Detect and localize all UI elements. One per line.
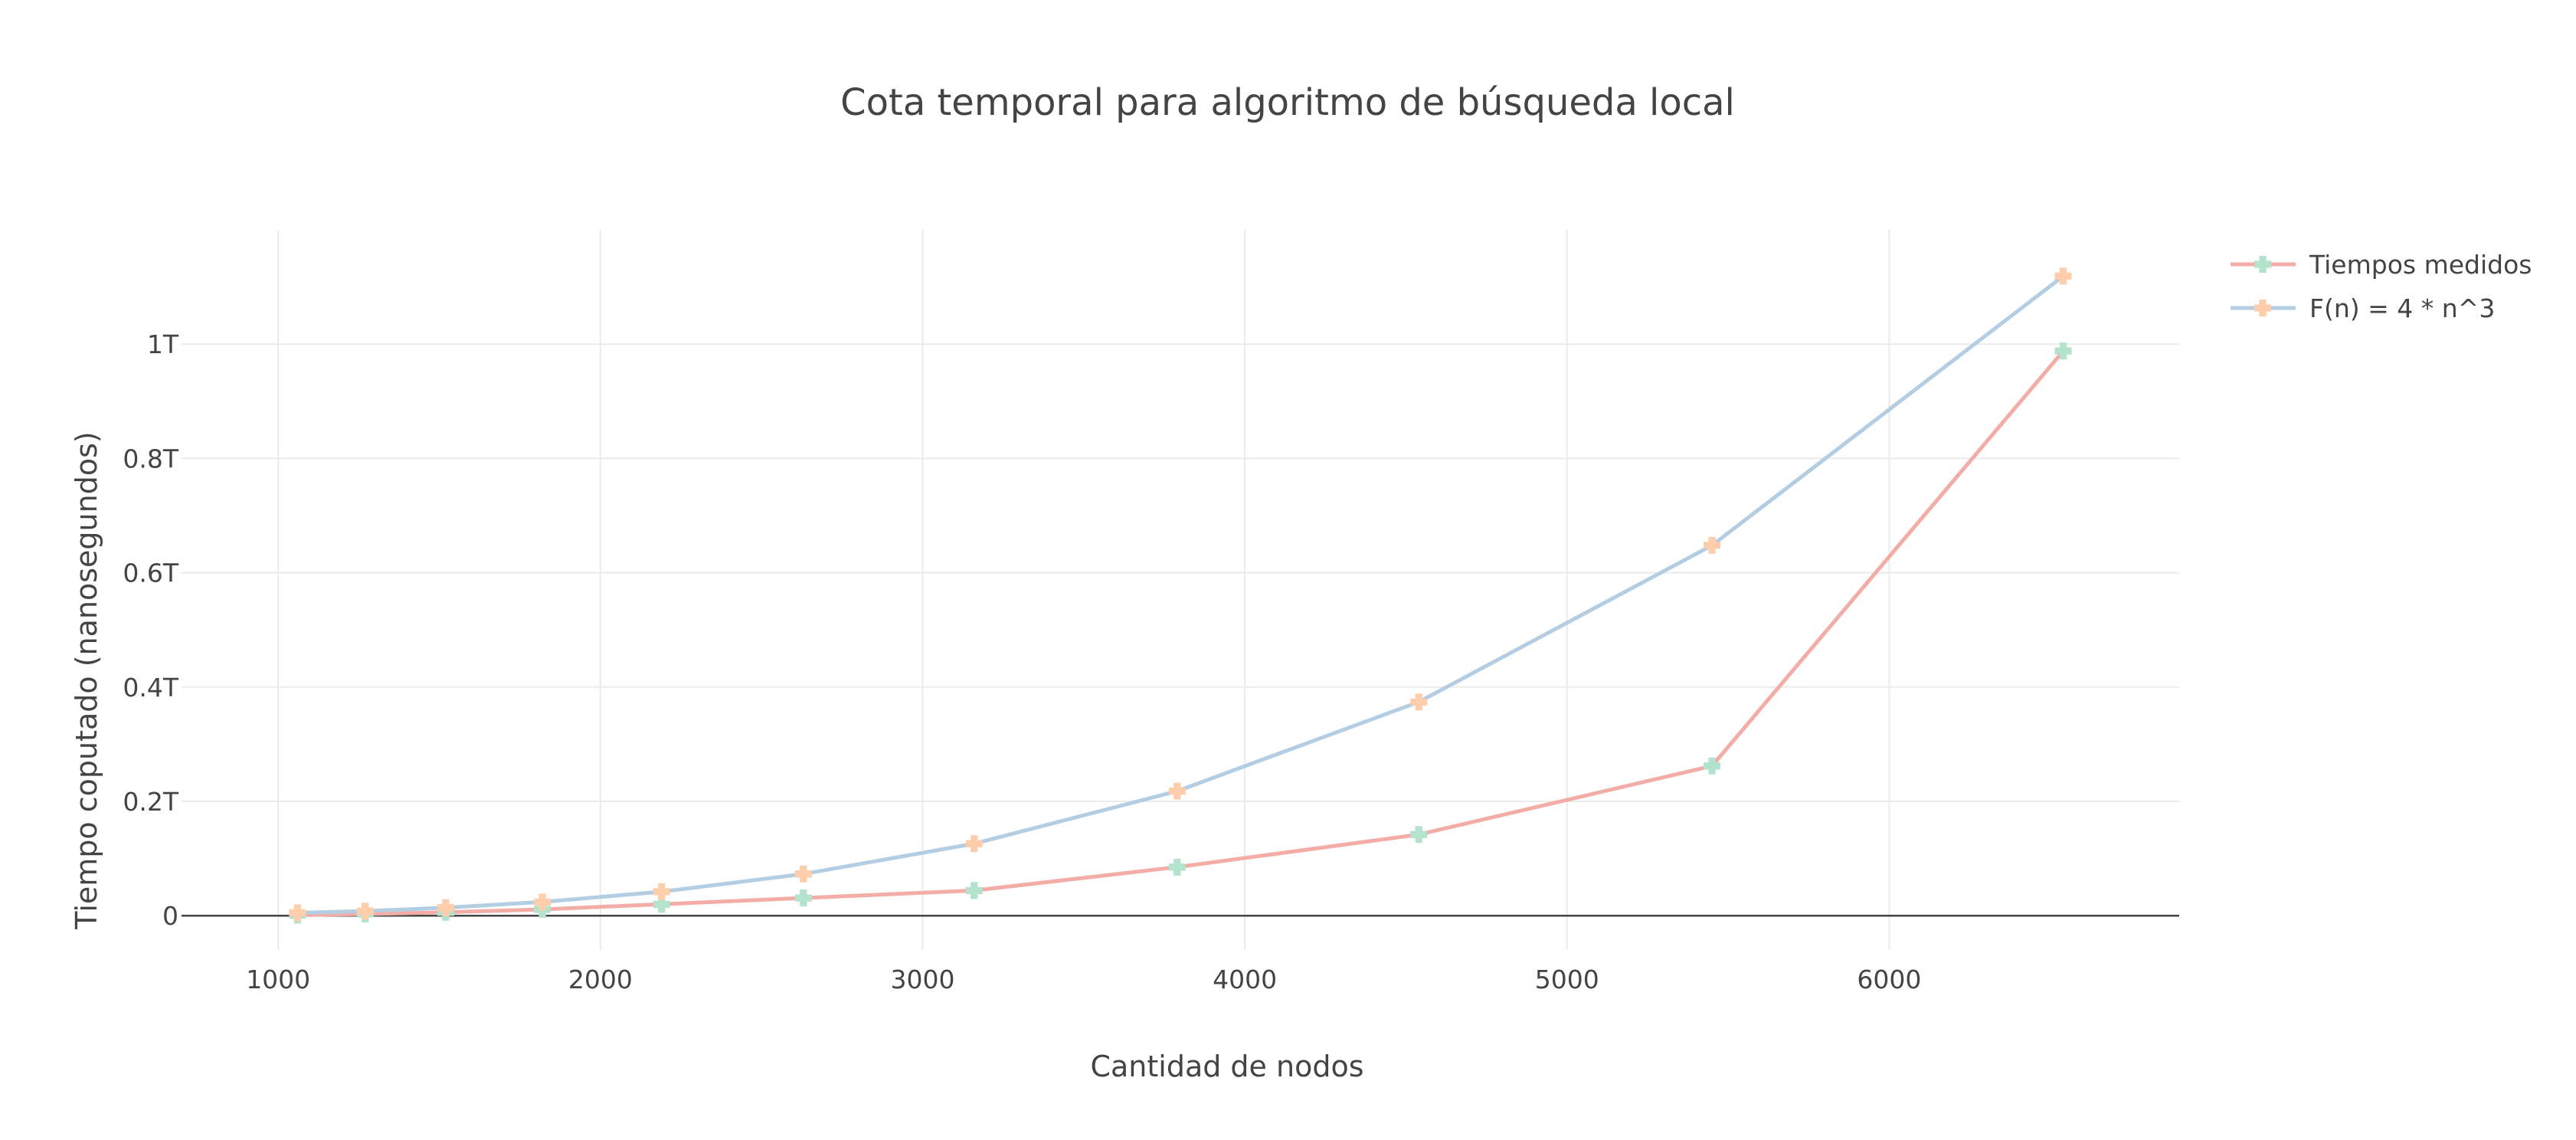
series-layer (289, 267, 2072, 924)
y-tick-label: 1T (147, 329, 179, 359)
axes: 1000 2000 3000 4000 5000 6000 0 0.2T 0.4T 0.6T 0.8… (123, 329, 1921, 994)
y-tick-label: 0.4T (123, 673, 178, 703)
data-point (653, 896, 670, 913)
data-point (1168, 858, 1186, 876)
x-tick-label: 6000 (1857, 965, 1921, 994)
data-point (437, 899, 454, 916)
series-line (297, 274, 2065, 915)
series-2 (289, 267, 2072, 922)
x-tick-label: 3000 (890, 965, 954, 994)
x-tick-label: 1000 (246, 965, 310, 994)
x-tick-label: 2000 (568, 965, 633, 994)
data-point (1168, 782, 1186, 800)
data-point (356, 902, 374, 920)
data-point (653, 883, 670, 900)
legend-label: F(n) = 4 * n^3 (2309, 293, 2495, 323)
data-point (965, 882, 983, 899)
series-line (297, 349, 2065, 917)
data-point (1410, 693, 1428, 711)
legend-label: Tiempos medidos (2309, 250, 2532, 280)
y-tick-label: 0 (162, 901, 178, 931)
data-point (289, 904, 306, 922)
series-1 (289, 342, 2072, 924)
data-point (794, 865, 812, 883)
data-point (1704, 536, 1721, 554)
data-point (794, 889, 812, 907)
data-point (534, 893, 552, 911)
y-tick-label: 0.8T (123, 444, 178, 473)
legend-swatch-marker (2254, 256, 2271, 273)
chart-title: Cota temporal para algoritmo de búsqueda… (840, 81, 1735, 124)
data-point (1704, 757, 1721, 775)
gridlines (182, 230, 2179, 950)
y-tick-label: 0.2T (123, 787, 178, 817)
data-point (2054, 267, 2072, 285)
data-point (2054, 342, 2072, 360)
data-point (965, 835, 983, 853)
data-point (1410, 826, 1428, 844)
x-tick-label: 5000 (1535, 965, 1599, 994)
y-axis-title: Tiempo coputado (nanosegundos) (70, 431, 103, 929)
legend: Tiempos medidos F(n) = 4 * n^3 (2231, 250, 2532, 323)
x-tick-label: 4000 (1213, 965, 1277, 994)
legend-item: Tiempos medidos (2231, 250, 2532, 280)
legend-item: F(n) = 4 * n^3 (2231, 293, 2495, 323)
legend-swatch-marker (2254, 300, 2271, 316)
y-tick-label: 0.6T (123, 559, 178, 588)
x-axis-title: Cantidad de nodos (1090, 1050, 1363, 1083)
